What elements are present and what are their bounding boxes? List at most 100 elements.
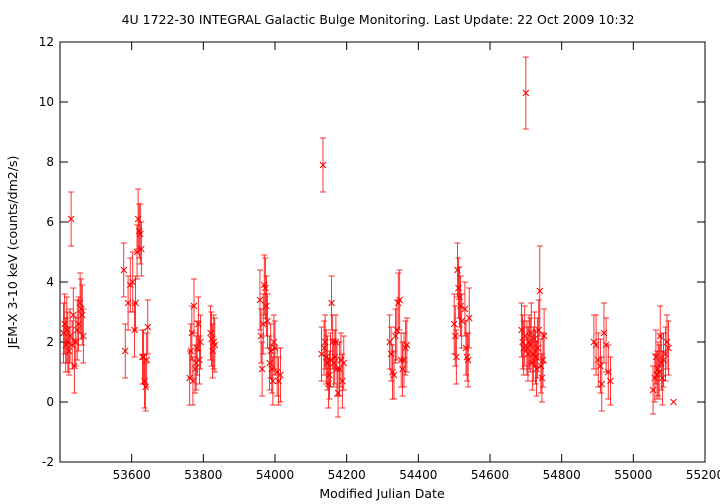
chart-title: 4U 1722-30 INTEGRAL Galactic Bulge Monit…	[122, 12, 635, 27]
point-marker	[400, 356, 408, 364]
data-point	[137, 221, 145, 277]
data-point	[73, 299, 81, 361]
point-marker	[264, 317, 271, 325]
data-point	[662, 326, 669, 382]
data-point	[197, 314, 204, 370]
point-marker	[450, 320, 458, 328]
data-point	[328, 275, 335, 331]
data-point	[334, 368, 342, 418]
point-marker	[72, 338, 80, 346]
data-point	[654, 341, 662, 397]
data-point	[190, 278, 198, 334]
data-point	[319, 137, 327, 193]
y-tick-label: 8	[46, 155, 54, 169]
data-point	[318, 326, 325, 382]
point-marker	[190, 302, 198, 310]
data-point	[261, 257, 269, 319]
data-point	[594, 332, 602, 388]
point-marker	[396, 296, 404, 304]
x-tick-label: 55000	[614, 468, 652, 482]
point-marker	[339, 377, 346, 385]
point-marker	[120, 266, 128, 274]
data-point	[403, 317, 411, 373]
point-marker	[67, 215, 75, 223]
point-marker	[256, 296, 264, 304]
data-point	[465, 287, 473, 349]
y-tick-label: 12	[39, 35, 54, 49]
data-point	[540, 308, 548, 364]
data-point	[67, 191, 75, 247]
point-marker	[535, 326, 543, 334]
point-marker	[322, 353, 330, 361]
x-tick-label: 53800	[184, 468, 222, 482]
point-marker	[387, 350, 395, 358]
point-marker	[144, 323, 152, 331]
data-point	[256, 269, 264, 331]
y-tick-label: 4	[46, 275, 54, 289]
y-tick-label: 10	[39, 95, 54, 109]
point-marker	[534, 344, 542, 352]
data-point	[263, 275, 270, 337]
x-tick-label: 55200	[686, 468, 720, 482]
data-point	[400, 332, 408, 388]
data-point	[663, 314, 671, 370]
data-point	[120, 242, 128, 298]
data-point	[270, 314, 278, 370]
data-point	[264, 293, 271, 349]
point-marker	[211, 341, 219, 349]
point-marker	[270, 338, 278, 346]
data-point	[132, 275, 139, 331]
data-point	[464, 332, 472, 388]
point-marker	[328, 299, 335, 307]
point-marker	[403, 341, 411, 349]
data-point	[136, 203, 144, 265]
data-point	[597, 338, 604, 394]
point-marker	[451, 332, 459, 340]
point-marker	[143, 356, 151, 364]
data-point	[258, 341, 266, 397]
data-point	[536, 245, 544, 337]
point-marker	[269, 377, 277, 385]
data-point	[452, 329, 460, 385]
data-point	[277, 347, 284, 403]
point-marker	[659, 374, 666, 382]
point-marker	[75, 320, 82, 328]
point-marker	[399, 365, 406, 373]
data-point	[121, 323, 129, 379]
data-point	[269, 356, 277, 406]
data-point	[458, 293, 466, 349]
data-point	[531, 311, 538, 367]
axis-ticks: -2 0 2 4 6 8 10 12 53600 53800 54000 54200 54400 5460…	[39, 35, 720, 482]
point-marker	[663, 338, 671, 346]
point-marker	[196, 356, 203, 364]
y-axis-label: JEM-X 3-10 keV (counts/dm2/s)	[5, 156, 20, 350]
point-marker	[452, 353, 460, 361]
data-point	[72, 317, 80, 367]
point-marker	[267, 347, 275, 355]
data-point	[399, 341, 406, 397]
point-marker	[457, 302, 464, 310]
point-marker	[522, 89, 530, 97]
point-marker	[670, 398, 677, 406]
point-marker	[79, 332, 87, 340]
data-point	[461, 281, 469, 337]
point-marker	[78, 311, 86, 319]
x-tick-label: 54800	[543, 468, 581, 482]
data-point	[534, 317, 542, 379]
data-point	[211, 317, 219, 373]
data-point	[210, 314, 218, 370]
y-tick-label: -2	[42, 455, 54, 469]
data-point	[386, 314, 394, 370]
point-marker	[326, 371, 333, 379]
point-marker	[536, 287, 544, 295]
point-marker	[539, 356, 547, 364]
point-marker	[665, 344, 672, 352]
data-point	[607, 356, 614, 406]
data-point	[522, 56, 530, 130]
point-marker	[533, 365, 540, 373]
point-marker	[259, 320, 267, 328]
data-point	[451, 305, 459, 367]
point-marker	[263, 302, 270, 310]
point-marker	[386, 338, 394, 346]
